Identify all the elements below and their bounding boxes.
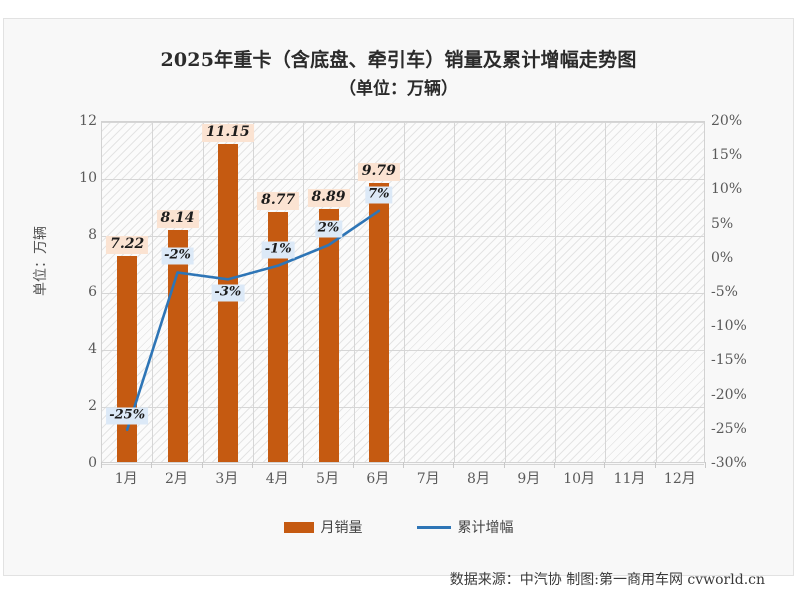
gridline-vertical	[303, 122, 305, 462]
chart-legend: 月销量 累计增幅	[4, 517, 793, 537]
plot-inner: 7.22 8.14 11.15 8.77 8.89 9.79 -25% -2% -3% -1% 2%…	[102, 122, 704, 465]
y-tick-right-15pct: 15%	[711, 147, 743, 164]
x-tick-mark	[201, 462, 203, 468]
gridline-horizontal	[102, 293, 704, 294]
x-axis: 1月 2月 3月 4月 5月 6月 7月 8月 9月 10月 11月 12月	[101, 462, 706, 494]
x-tick-6月: 6月	[366, 471, 390, 487]
y-tick-right--5pct: -5%	[711, 284, 738, 300]
x-tick-mark	[101, 462, 102, 468]
x-tick-mark	[554, 462, 555, 468]
gridline-vertical	[454, 122, 456, 462]
growth-label-1月: -25%	[106, 407, 149, 425]
gridline-vertical	[152, 122, 154, 462]
y-tick-left-12: 12	[79, 113, 97, 129]
gridline-vertical	[655, 122, 657, 462]
legend-label: 月销量	[320, 520, 363, 536]
x-tick-11月: 11月	[613, 471, 646, 487]
gridline-vertical	[404, 122, 405, 462]
x-tick-mark	[352, 462, 354, 468]
y-tick-left-0: 0	[88, 455, 97, 471]
x-tick-mark	[604, 462, 606, 468]
bar-1月[interactable]	[117, 256, 138, 462]
x-tick-mark	[151, 462, 153, 468]
gridline-vertical	[353, 122, 355, 462]
source-footer: 数据来源：中汽协 制图:第一商用车网 cvworld.cn	[449, 572, 765, 588]
y-tick-right-5pct: 5%	[711, 215, 734, 232]
x-tick-7月: 7月	[416, 471, 440, 487]
growth-label-2月: -2%	[161, 247, 194, 265]
gridline-vertical	[605, 122, 607, 462]
y-tick-right-10pct: 10%	[711, 181, 743, 198]
y-axis-left: 0 2 4 6 8 10 12	[51, 113, 97, 471]
y-axis-right: -30% -25% -20% -15% -10% -5% 0% 5% 10% 15% 20%	[711, 113, 771, 471]
plot-area: 7.22 8.14 11.15 8.77 8.89 9.79 -25% -2% -3% -1% 2%…	[101, 121, 705, 465]
bar-value-label-5月: 8.89	[307, 188, 350, 207]
y-tick-right--20pct: -20%	[711, 386, 747, 403]
bar-3月[interactable]	[217, 144, 238, 462]
x-tick-1月: 1月	[114, 471, 138, 487]
bar-value-label-3月: 11.15	[201, 124, 254, 143]
gridline-horizontal	[102, 236, 704, 237]
x-tick-8月: 8月	[467, 471, 490, 487]
x-tick-12月: 12月	[663, 471, 696, 487]
legend-line-swatch-icon	[416, 525, 451, 529]
chart-subtitle: （单位：万辆）	[339, 79, 458, 99]
growth-label-6月: 7%	[365, 186, 393, 204]
gridline-vertical	[555, 122, 556, 462]
x-tick-mark	[654, 462, 656, 468]
x-tick-mark	[503, 462, 505, 468]
y-tick-right-0pct: 0%	[711, 249, 734, 266]
chart-frame: 2025年重卡（含底盘、牵引车）销量及累计增幅走势图 （单位：万辆） 0 2 4 6 8…	[3, 18, 794, 588]
bar-5月[interactable]	[318, 208, 339, 462]
gridline-horizontal	[102, 122, 704, 123]
gridline-vertical	[253, 122, 254, 462]
y-tick-right-20pct: 20%	[711, 113, 743, 129]
x-tick-10月: 10月	[563, 471, 596, 487]
gridline-horizontal	[102, 407, 704, 408]
growth-label-3月: -3%	[211, 284, 245, 302]
bar-value-label-6月: 9.79	[357, 162, 400, 181]
bar-value-label-4月: 8.77	[257, 192, 300, 211]
x-tick-mark	[403, 462, 404, 468]
y-tick-left-8: 8	[88, 227, 97, 243]
legend-bar-swatch-icon	[283, 521, 314, 533]
x-tick-4月: 4月	[265, 471, 289, 487]
gridline-horizontal	[102, 179, 704, 180]
y-tick-right--30pct: -30%	[711, 455, 747, 471]
gridline-vertical	[504, 122, 506, 462]
legend-label: 累计增幅	[457, 520, 514, 536]
y-tick-right--10pct: -10%	[711, 318, 747, 335]
chart-title: 2025年重卡（含底盘、牵引车）销量及累计增幅走势图	[160, 49, 637, 71]
x-tick-5月: 5月	[316, 471, 339, 487]
x-tick-mark	[252, 462, 253, 468]
bar-6月[interactable]	[368, 183, 389, 462]
x-tick-mark	[302, 462, 304, 468]
x-tick-2月: 2月	[165, 471, 188, 487]
y-tick-left-2: 2	[88, 398, 97, 414]
x-tick-3月: 3月	[215, 471, 239, 487]
growth-label-5月: 2%	[314, 220, 343, 238]
y-tick-left-10: 10	[79, 170, 97, 186]
legend-item-growth[interactable]: 累计增幅	[416, 517, 514, 537]
bar-value-label-2月: 8.14	[156, 210, 199, 228]
bar-value-label-1月: 7.22	[106, 236, 149, 255]
y-axis-title: 单位：万辆	[33, 226, 49, 296]
x-tick-mark	[705, 462, 706, 468]
y-tick-left-6: 6	[88, 284, 97, 300]
gridline-vertical	[202, 122, 204, 462]
x-tick-mark	[453, 462, 455, 468]
gridline-horizontal	[102, 350, 704, 351]
y-tick-left-4: 4	[88, 341, 97, 357]
legend-item-sales[interactable]: 月销量	[283, 517, 363, 537]
y-tick-right--25pct: -25%	[711, 420, 747, 437]
y-tick-right--15pct: -15%	[711, 352, 747, 369]
x-tick-9月: 9月	[517, 471, 541, 487]
growth-label-4月: -1%	[261, 241, 295, 259]
